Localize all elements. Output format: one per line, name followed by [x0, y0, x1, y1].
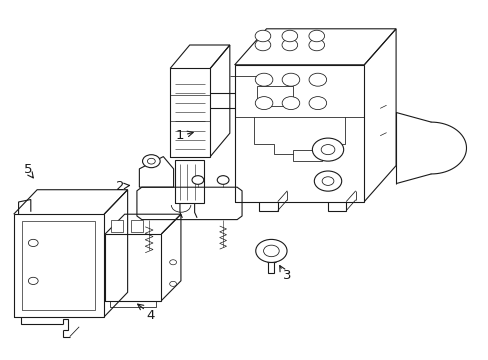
Circle shape [255, 96, 272, 109]
Circle shape [282, 73, 299, 86]
Text: 1: 1 [175, 129, 183, 142]
Text: 2: 2 [115, 180, 124, 193]
Circle shape [321, 145, 334, 155]
Circle shape [308, 30, 324, 42]
Bar [292, 150, 322, 161]
Circle shape [282, 96, 299, 109]
Text: 5: 5 [24, 163, 33, 176]
Circle shape [282, 30, 297, 42]
Circle shape [308, 39, 324, 51]
Circle shape [192, 176, 203, 184]
Bar [111, 220, 123, 232]
Circle shape [169, 282, 176, 287]
Text: 4: 4 [146, 309, 155, 322]
Circle shape [314, 171, 341, 191]
Circle shape [312, 138, 343, 161]
Circle shape [255, 39, 270, 51]
Circle shape [142, 155, 160, 168]
Bar [130, 220, 142, 232]
Circle shape [169, 260, 176, 265]
Circle shape [308, 73, 326, 86]
Circle shape [28, 277, 38, 284]
Circle shape [308, 96, 326, 109]
Circle shape [147, 158, 155, 164]
Circle shape [255, 239, 286, 262]
Circle shape [28, 239, 38, 247]
Circle shape [282, 39, 297, 51]
Circle shape [217, 176, 228, 184]
Circle shape [255, 73, 272, 86]
Circle shape [322, 177, 333, 185]
Bar [256, 86, 293, 106]
Circle shape [255, 30, 270, 42]
Text: 3: 3 [282, 269, 291, 282]
Circle shape [263, 245, 279, 257]
